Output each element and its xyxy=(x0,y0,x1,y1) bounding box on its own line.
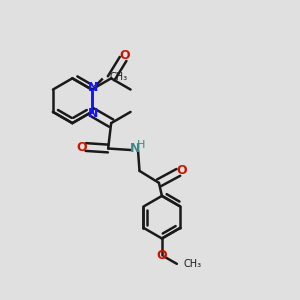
Text: CH₃: CH₃ xyxy=(109,72,128,82)
Text: O: O xyxy=(77,140,88,154)
Text: N: N xyxy=(88,81,98,94)
Text: N: N xyxy=(130,142,140,155)
Text: O: O xyxy=(119,49,130,62)
Text: H: H xyxy=(137,140,145,150)
Text: O: O xyxy=(157,249,167,262)
Text: N: N xyxy=(88,106,98,120)
Text: CH₃: CH₃ xyxy=(184,260,202,269)
Text: O: O xyxy=(177,164,187,177)
